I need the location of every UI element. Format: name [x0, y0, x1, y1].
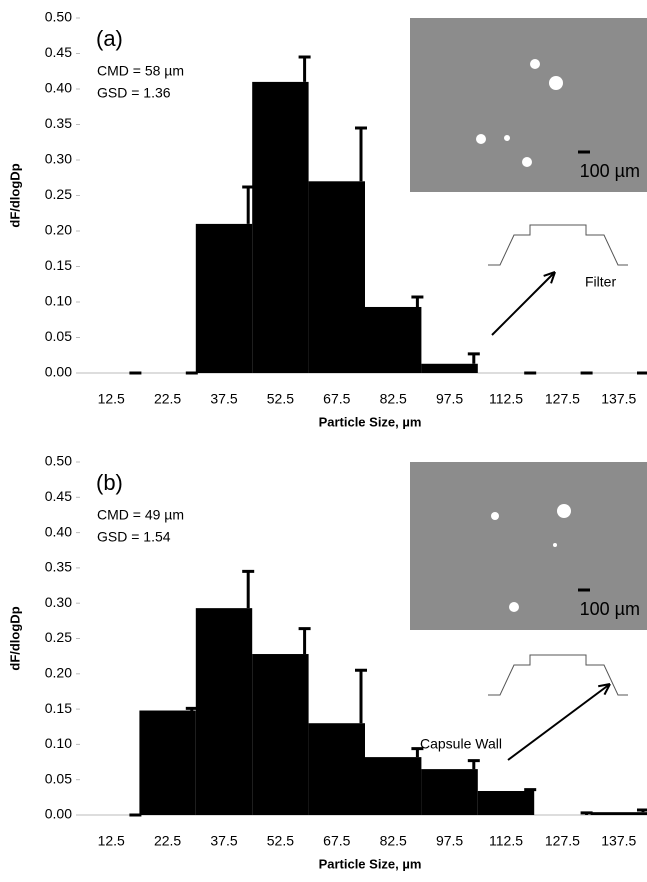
inset-label: Capsule Wall: [420, 736, 502, 752]
x-tick-label: 97.5: [436, 391, 463, 407]
error-bar: [411, 749, 423, 757]
y-tick-label: 0.30: [45, 594, 72, 610]
x-tick-label: 82.5: [380, 391, 407, 407]
particle: [522, 157, 532, 167]
bar: [252, 654, 308, 815]
particle: [553, 543, 557, 547]
y-tick-label: 0.20: [45, 222, 72, 238]
error-bar: [355, 670, 367, 723]
y-tick-label: 0.50: [45, 453, 72, 469]
x-tick-label: 52.5: [267, 833, 294, 849]
bar: [196, 608, 252, 815]
y-axis-title: dF/dlogDp: [7, 163, 22, 227]
x-tick-label: 112.5: [489, 833, 523, 849]
x-axis-title: Particle Size, µm: [319, 414, 422, 429]
x-tick-label: 67.5: [323, 391, 350, 407]
x-tick-label: 37.5: [210, 833, 237, 849]
x-tick-label: 127.5: [545, 391, 580, 407]
x-tick-label: 22.5: [154, 833, 181, 849]
y-tick-label: 0.40: [45, 523, 72, 539]
particle: [557, 504, 571, 518]
particle: [504, 135, 510, 141]
x-tick-label: 97.5: [436, 833, 463, 849]
bar: [252, 82, 308, 373]
particle: [530, 59, 540, 69]
arrow: [492, 272, 555, 335]
bar: [478, 791, 534, 815]
particle: [476, 134, 486, 144]
annotation: GSD = 1.36: [97, 85, 171, 101]
y-tick-label: 0.35: [45, 559, 72, 575]
x-tick-label: 52.5: [267, 391, 294, 407]
x-tick-label: 22.5: [154, 391, 181, 407]
bar: [365, 307, 421, 373]
x-tick-label: 137.5: [601, 833, 636, 849]
y-tick-label: 0.45: [45, 488, 72, 504]
x-tick-label: 37.5: [210, 391, 237, 407]
figure: 0.00 0.05 0.10 0.15 0.20 0.25 0.30 0.35 0.40 0.45…: [0, 0, 647, 882]
bar: [309, 723, 365, 815]
error-bar: [468, 761, 480, 769]
y-tick-label: 0.05: [45, 328, 72, 344]
bar: [196, 224, 252, 373]
x-tick-label: 12.5: [98, 391, 125, 407]
y-tick-label: 0.20: [45, 665, 72, 681]
device-diagram: [488, 225, 628, 265]
y-axis-title: dF/dlogDp: [7, 606, 22, 670]
error-bar: [468, 354, 480, 364]
x-axis-title: Particle Size, µm: [319, 856, 422, 871]
error-bar: [299, 629, 311, 654]
x-tick-label: 127.5: [545, 833, 580, 849]
y-tick-label: 0.45: [45, 44, 72, 60]
y-tick-label: 0.40: [45, 80, 72, 96]
error-bar: [299, 57, 311, 82]
annotation: GSD = 1.54: [97, 529, 171, 545]
x-tick-label: 82.5: [380, 833, 407, 849]
y-tick-label: 0.00: [45, 806, 72, 822]
x-tick-label: 137.5: [601, 391, 636, 407]
error-bar: [524, 790, 536, 791]
error-bar: [637, 810, 647, 812]
bar: [421, 769, 477, 815]
y-tick-label: 0.15: [45, 257, 72, 273]
particle: [549, 76, 563, 90]
panel-label: (a): [96, 26, 123, 51]
bar: [591, 812, 647, 815]
error-bar: [411, 297, 423, 307]
x-tick-label: 112.5: [489, 391, 523, 407]
error-bar: [242, 571, 254, 608]
annotation: CMD = 58 µm: [97, 63, 184, 79]
y-tick-label: 0.25: [45, 629, 72, 645]
y-tick-label: 0.50: [45, 9, 72, 25]
bar: [309, 181, 365, 373]
y-tick-label: 0.10: [45, 293, 72, 309]
y-tick-label: 0.00: [45, 364, 72, 380]
y-tick-label: 0.30: [45, 151, 72, 167]
arrow: [508, 684, 610, 760]
bar: [365, 757, 421, 815]
particle: [491, 512, 499, 520]
annotation: CMD = 49 µm: [97, 507, 184, 523]
y-tick-label: 0.25: [45, 186, 72, 202]
bar: [139, 711, 195, 815]
inset-label: Filter: [585, 274, 616, 290]
scale-label: 100 µm: [580, 161, 640, 181]
y-tick-label: 0.05: [45, 770, 72, 786]
x-tick-label: 12.5: [98, 833, 125, 849]
scale-label: 100 µm: [580, 599, 640, 619]
y-tick-label: 0.35: [45, 115, 72, 131]
particle: [509, 602, 519, 612]
error-bar: [355, 128, 367, 181]
bar: [421, 364, 477, 373]
y-tick-label: 0.10: [45, 735, 72, 751]
x-tick-label: 67.5: [323, 833, 350, 849]
y-tick-label: 0.15: [45, 700, 72, 716]
panel-label: (b): [96, 470, 123, 495]
